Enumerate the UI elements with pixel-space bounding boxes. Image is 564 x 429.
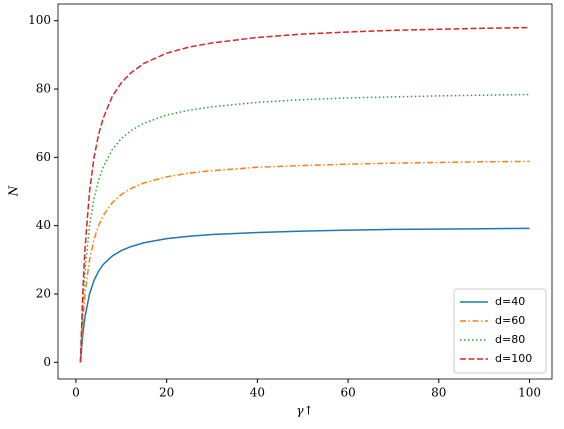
y-tick-label: 20 <box>36 286 51 300</box>
legend-label: d=80 <box>495 333 525 346</box>
series-line <box>79 160 530 363</box>
x-tick-label: 100 <box>518 386 541 400</box>
legend-label: d=100 <box>495 352 532 365</box>
series-line <box>79 26 530 363</box>
x-tick-label: 0 <box>72 386 80 400</box>
legend-label: d=60 <box>495 314 525 327</box>
x-tick-label: 20 <box>159 386 174 400</box>
legend-label: d=40 <box>495 295 525 308</box>
y-tick-label: 80 <box>36 82 51 96</box>
y-axis-label: N <box>7 185 21 197</box>
y-tick-label: 40 <box>36 218 51 232</box>
legend: d=40 d=60 d=80 d=100 <box>453 288 547 374</box>
legend-box <box>453 288 547 374</box>
y-tick-label: 0 <box>43 355 51 369</box>
series-line <box>79 227 530 363</box>
x-tick-label: 40 <box>250 386 265 400</box>
plot-frame <box>57 3 553 380</box>
x-tick-label: 80 <box>431 386 446 400</box>
y-tick-label: 60 <box>36 150 51 164</box>
x-tick-label: 60 <box>340 386 355 400</box>
x-axis-label: γ↑ <box>296 404 313 418</box>
y-tick-label: 100 <box>28 13 51 27</box>
